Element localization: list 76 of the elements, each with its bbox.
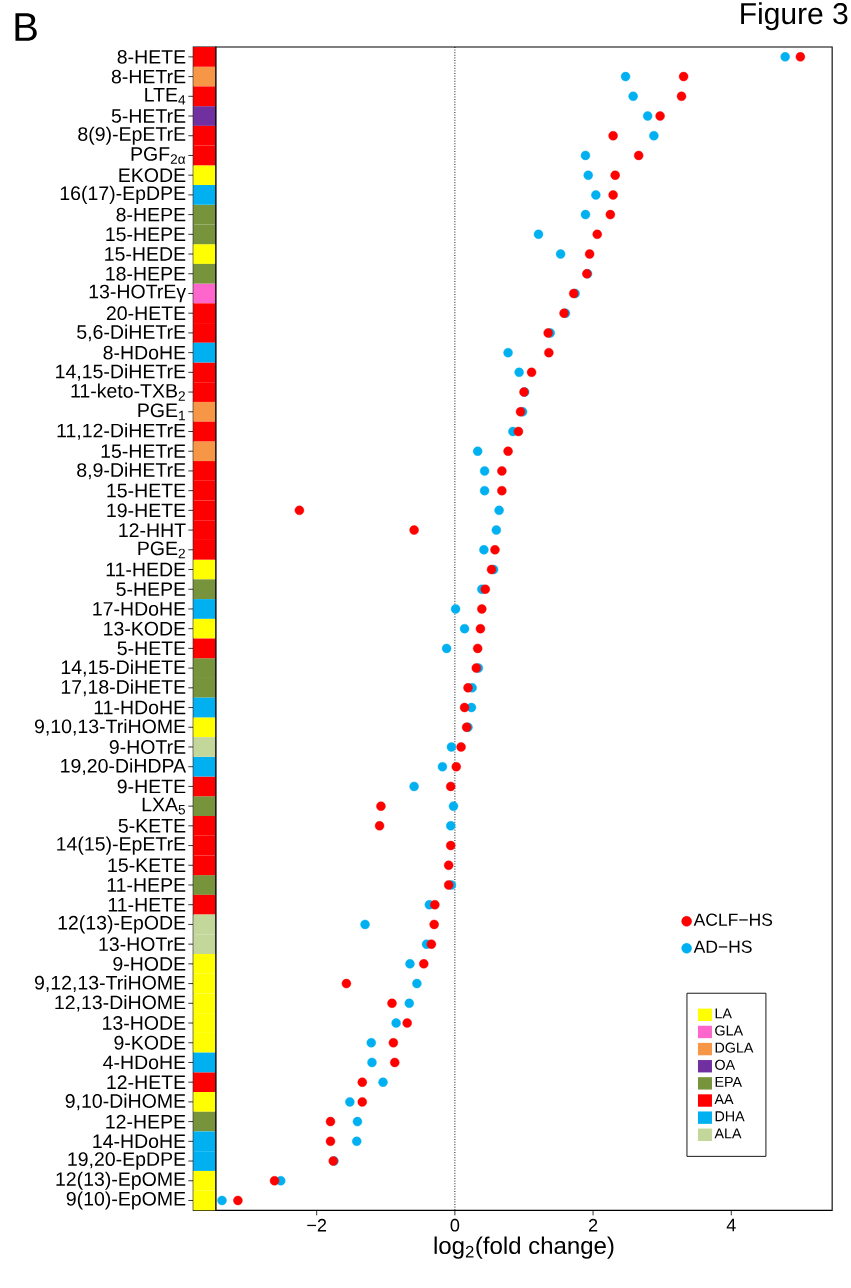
caption: Figure 3 xyxy=(741,2,848,31)
y-tick-label: 13-HODE xyxy=(103,1016,186,1030)
y-tick-label: 19-HETE xyxy=(107,503,186,518)
y-tick-label: 9-KODE xyxy=(114,1035,186,1050)
y-tick-label: 14-HDoHE xyxy=(93,1134,186,1149)
y-tick-label: 8-HDoHE xyxy=(103,345,186,360)
y-tick-label: 9-HOTrE xyxy=(109,740,186,754)
x-tick-label: 4 xyxy=(726,1218,736,1232)
legend-label: EPA xyxy=(715,1077,743,1087)
y-tick-label: 11,12-DiHETrE xyxy=(57,423,186,440)
legend-label: DHA xyxy=(715,1111,745,1122)
legend-label: DGLA xyxy=(715,1042,754,1053)
y-tick-label: 9,10,13-TriHOME xyxy=(34,718,186,736)
x-tick-label: 0 xyxy=(450,1218,460,1232)
y-tick-label: 4-HDoHE xyxy=(103,1055,186,1070)
y-tick-label: 14(15)-EpETrE xyxy=(57,836,186,855)
y-tick-label: 12-HEPE xyxy=(106,1114,186,1129)
y-tick-label: 9-HETE xyxy=(117,779,186,794)
y-tick-label: 9(10)-EpOME xyxy=(66,1191,186,1210)
y-tick-label: 14,15-DiHETrE xyxy=(56,364,186,381)
y-tick-label: 15-HETE xyxy=(107,483,186,498)
text: B xyxy=(15,13,37,41)
y-tick-label: 5-HETrE xyxy=(111,109,186,123)
x-tick-label: −2 xyxy=(307,1218,327,1232)
y-tick-label: 13-HOTrEγ xyxy=(89,284,187,303)
y-tick-label: 5-HEPE xyxy=(116,582,186,597)
y-tick-label: LXA$_{5}$ xyxy=(142,797,186,815)
y-tick-label: 11-HDoHE xyxy=(94,700,186,715)
y-tick-label: 15-KETE xyxy=(108,858,186,873)
y-tick-label: 11-keto-TXB$_{2}$ xyxy=(71,383,185,401)
y-tick-label: 8(9)-EpETrE xyxy=(78,126,186,145)
y-tick-label: 15-HETrE xyxy=(101,444,186,459)
x-tick-label: 2 xyxy=(588,1218,598,1232)
y-tick-label: 20-HETE xyxy=(106,306,186,321)
y-tick-label: 19,20-DiHDPA xyxy=(61,758,187,775)
y-tick-label: 5-HETE xyxy=(117,641,186,656)
y-tick-label: 13-KODE xyxy=(104,621,186,636)
legend-label: AA xyxy=(714,1094,734,1105)
y-tick-label: LTE$_{4}$ xyxy=(145,88,186,105)
y-tick-label: 12-HETE xyxy=(107,1075,186,1089)
legend-label: AD−HS xyxy=(693,940,752,953)
y-tick-label: 8,9-DiHETrE xyxy=(77,462,186,480)
y-tick-label: 9,10-DiHOME xyxy=(65,1093,186,1111)
y-tick-label: 12-HHT xyxy=(119,523,186,537)
legend-label: OA xyxy=(715,1059,736,1070)
y-tick-label: 17,18-DiHETE xyxy=(61,679,186,697)
y-tick-label: 19,20-EpDPE xyxy=(68,1152,186,1170)
y-tick-label: 17-HDoHE xyxy=(93,602,186,616)
y-tick-label: 18-HEPE xyxy=(106,266,186,281)
y-tick-label: 11-HETE xyxy=(108,898,186,912)
y-tick-label: 16(17)-EpDPE xyxy=(60,185,186,204)
y-tick-label: EKODE xyxy=(119,168,186,183)
y-tick-label: 11-HEPE xyxy=(107,878,186,892)
y-tick-label: 12(13)-EpOME xyxy=(56,1171,186,1190)
legend-label: LA xyxy=(715,1008,732,1019)
y-tick-label: 8-HETrE xyxy=(111,69,186,84)
x-axis-title: log$_{2}$(fold change) xyxy=(434,1236,614,1259)
y-tick-label: PGE$_{2}$ xyxy=(138,541,185,559)
y-tick-label: 12(13)-EpODE xyxy=(58,915,186,934)
y-tick-label: 11-HEDE xyxy=(106,562,186,577)
y-tick-label: 8-HEPE xyxy=(116,207,186,222)
y-tick-label: 12,13-DiHOME xyxy=(55,994,186,1012)
y-tick-label: 14,15-DiHETE xyxy=(61,659,186,677)
y-tick-label: 9,12,13-TriHOME xyxy=(34,975,186,992)
legend-label: GLA xyxy=(715,1025,744,1036)
y-tick-label: 9-HODE xyxy=(113,956,186,971)
y-tick-label: PGF$_{2α}$ xyxy=(131,147,186,164)
y-tick-label: 13-HOTrE xyxy=(99,937,186,952)
y-tick-label: 5,6-DiHETrE xyxy=(77,324,186,342)
y-tick-label: 5-KETE xyxy=(118,819,186,833)
y-tick-label: 15-HEDE xyxy=(105,247,186,261)
y-tick-label: 8-HETE xyxy=(117,49,186,64)
y-tick-label: PGE$_{1}$ xyxy=(138,403,185,421)
y-tick-label: 15-HEPE xyxy=(106,227,186,242)
legend-label: ALA xyxy=(714,1128,742,1139)
legend-label: ACLF−HS xyxy=(693,913,773,926)
